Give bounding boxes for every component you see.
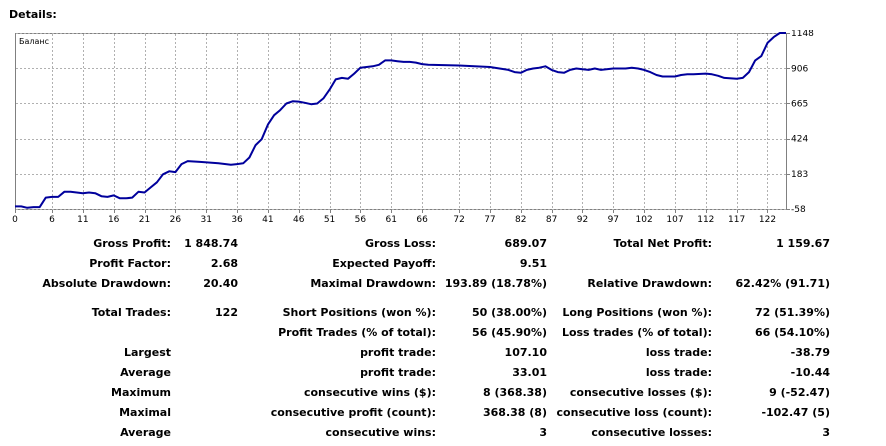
x-tick-label: 41 [262,215,273,225]
x-tick-label: 46 [293,215,305,225]
loss-trades-label: Loss trades (% of total): [561,326,712,339]
largest-profit-value: 107.10 [504,346,547,359]
maximum-profit-value: 8 (368.38) [483,386,547,399]
x-tick-label: 77 [484,215,495,225]
maximal-loss-label: consecutive loss (count): [556,406,712,419]
largest-loss-value: -38.79 [790,346,830,359]
y-tick-label: 183 [791,170,808,180]
expected-payoff-value: 9.51 [519,257,547,270]
expected-payoff-label: Expected Payoff: [332,257,436,270]
profit-factor-label: Profit Factor: [89,257,171,270]
profit-factor-value: 2.68 [210,257,238,270]
x-tick-label: 66 [416,215,428,225]
long-positions-value: 72 (51.39%) [754,306,830,319]
x-tick-label: 72 [453,215,464,225]
gross-loss-value: 689.07 [504,237,547,250]
largest-profit-label: profit trade: [360,346,436,359]
average-profit-label: profit trade: [360,366,436,379]
x-tick-label: 112 [697,215,714,225]
plot-frame [15,33,787,210]
x-tick-label: 107 [666,215,683,225]
x-tick-label: 11 [77,215,88,225]
average-consecutive-wins-value: 3 [539,426,547,439]
average-consecutive-losses-value: 3 [822,426,830,439]
x-tick-label: 6 [49,215,55,225]
total-net-profit-label: Total Net Profit: [613,237,713,250]
x-tick-label: 51 [324,215,335,225]
loss-trades-value: 66 (54.10%) [754,326,830,339]
maximum-loss-label: consecutive losses ($): [569,386,712,399]
largest-label: Largest [124,346,171,359]
maximal-loss-value: -102.47 (5) [761,406,830,419]
maximal-drawdown-value: 193.89 (18.78%) [444,277,547,290]
details-title: Details: [9,8,57,21]
maximal-label: Maximal [119,406,171,419]
x-tick-label: 26 [170,215,182,225]
x-tick-label: 56 [355,215,367,225]
x-tick-label: 87 [546,215,557,225]
average-consecutive-wins-label: consecutive wins: [325,426,436,439]
balance-series-line [15,32,786,209]
relative-drawdown-value: 62.42% (91.71) [735,277,831,290]
maximum-label: Maximum [111,386,171,399]
x-tick-label: 36 [231,215,243,225]
average-label: Average [120,366,171,379]
total-net-profit-value: 1 159.67 [776,237,830,250]
x-tick-label: 117 [728,215,745,225]
x-tick-label: 82 [515,215,526,225]
maximum-profit-label: consecutive wins ($): [303,386,436,399]
gross-loss-label: Gross Loss: [365,237,436,250]
balance-chart-svg: 0 6 11 16 21 26 31 36 41 46 51 56 61 66 72 77 82 87 92 97 10… [12,30,814,225]
total-trades-label: Total Trades: [91,306,171,319]
average-loss-label: loss trade: [645,366,712,379]
y-tick-label: 1148 [791,30,814,39]
long-positions-label: Long Positions (won %): [562,306,712,319]
total-trades-value: 122 [215,306,238,319]
average-consecutive-losses-label: consecutive losses: [591,426,712,439]
profit-trades-label: Profit Trades (% of total): [278,326,436,339]
maximal-profit-value: 368.38 (8) [483,406,547,419]
profit-trades-value: 56 (45.90%) [471,326,547,339]
x-tick-label: 31 [200,215,211,225]
x-tick-label: 102 [636,215,653,225]
gross-profit-label: Gross Profit: [93,237,171,250]
x-tick-label: 97 [608,215,619,225]
short-positions-label: Short Positions (won %): [282,306,436,319]
x-tick-label: 122 [759,215,776,225]
average-loss-value: -10.44 [790,366,830,379]
y-tick-label: 424 [791,135,808,145]
maximal-profit-label: consecutive profit (count): [270,406,436,419]
x-tick-label: 0 [12,215,18,225]
x-tick-label: 92 [577,215,588,225]
average-profit-value: 33.01 [512,366,547,379]
balance-chart: 0 6 11 16 21 26 31 36 41 46 51 56 61 66 72 77 82 87 92 97 10… [0,30,886,230]
chart-title: Баланс [19,37,49,46]
y-tick-label: 906 [791,64,808,74]
maximum-loss-value: 9 (-52.47) [769,386,830,399]
short-positions-value: 50 (38.00%) [471,306,547,319]
absolute-drawdown-label: Absolute Drawdown: [42,277,171,290]
x-tick-label: 61 [386,215,397,225]
x-tick-label: 16 [108,215,120,225]
gross-profit-value: 1 848.74 [184,237,238,250]
absolute-drawdown-value: 20.40 [203,277,238,290]
largest-loss-label: loss trade: [645,346,712,359]
relative-drawdown-label: Relative Drawdown: [587,277,712,290]
maximal-drawdown-label: Maximal Drawdown: [310,277,436,290]
average-consecutive-label: Average [120,426,171,439]
y-tick-label: 665 [791,99,808,109]
y-tick-label: -58 [791,205,806,215]
x-tick-label: 21 [139,215,150,225]
